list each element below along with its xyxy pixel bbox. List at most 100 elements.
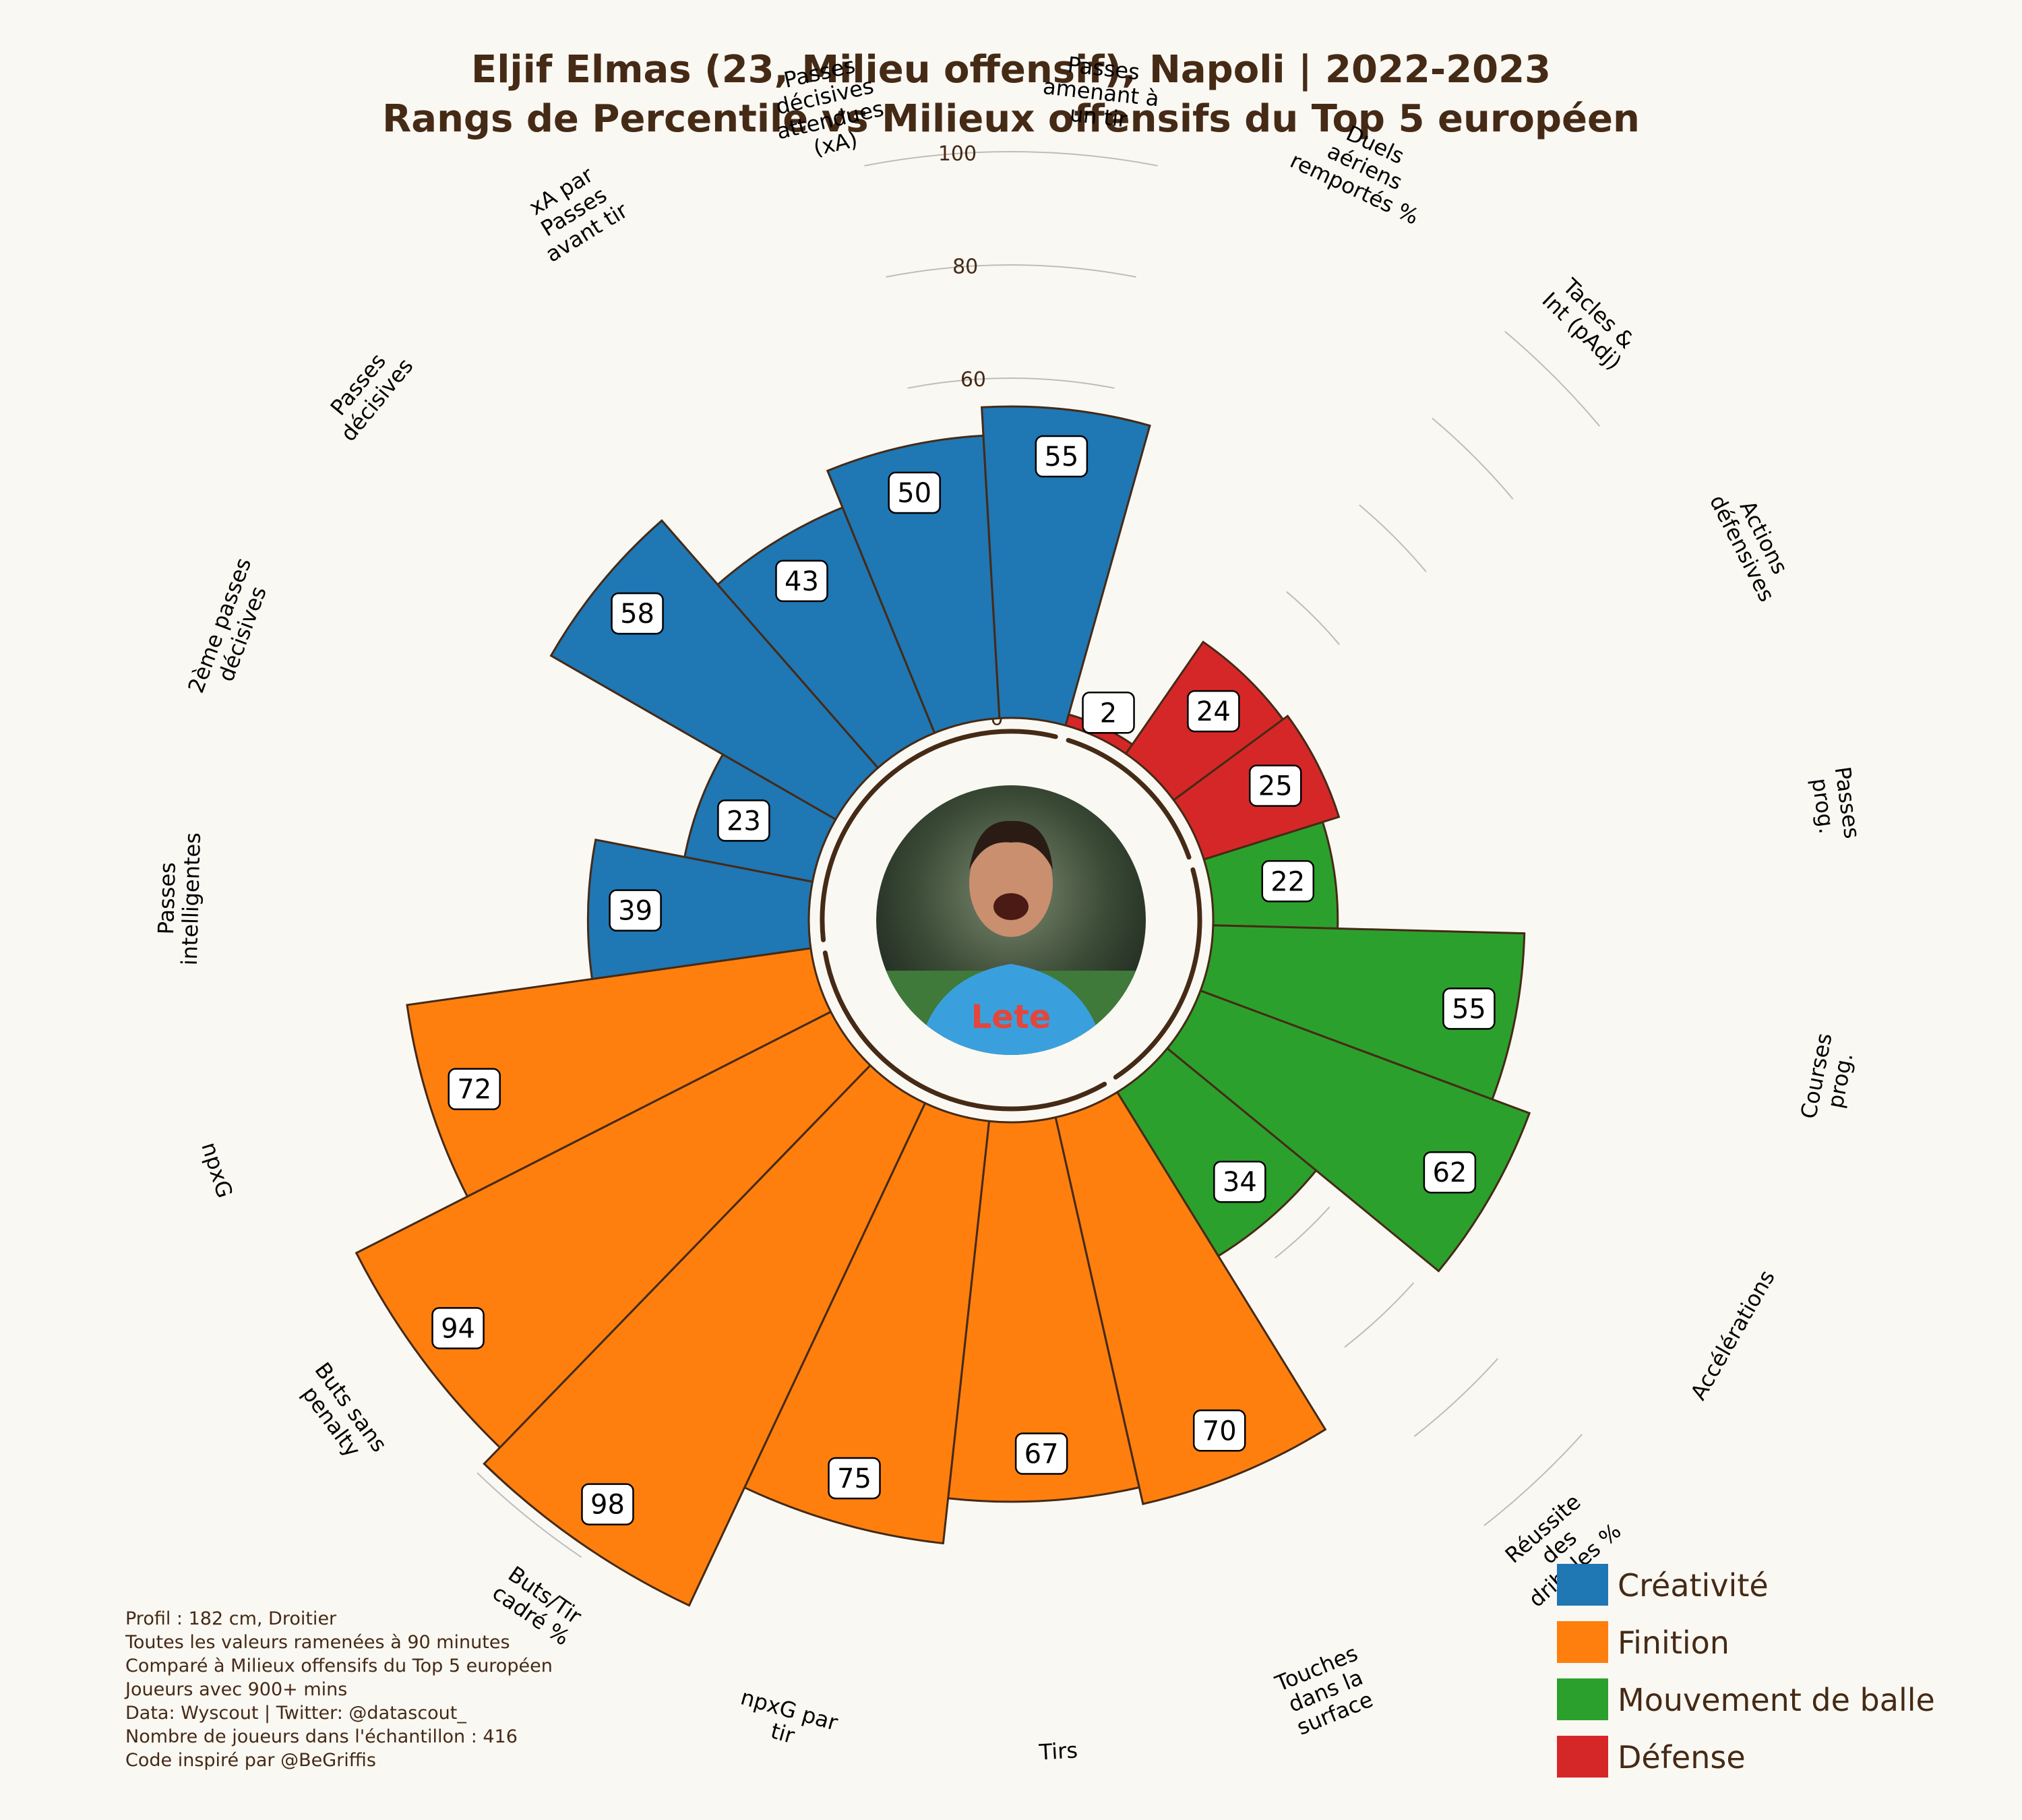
legend: Créativité Finition Mouvement de balle Défe… [1557, 1564, 1935, 1778]
value-label-16: 2 [1082, 692, 1135, 734]
svg-text:Lete: Lete [971, 998, 1051, 1036]
group-arcs [820, 729, 1202, 1112]
value-label-4: 70 [1192, 1409, 1246, 1452]
svg-text:72: 72 [457, 1074, 491, 1105]
radial-tick-label: 60 [960, 368, 986, 392]
grid-arc-lower-right [1483, 1434, 1583, 1527]
legend-swatch [1557, 1678, 1608, 1720]
footer-line: Profil : 182 cm, Droitier [125, 1608, 337, 1629]
value-label-8: 94 [431, 1307, 485, 1349]
bar-15 [981, 405, 1151, 727]
bar-13 [716, 506, 936, 770]
category-label-17: Tacles &Int (pAdj) [1537, 273, 1640, 375]
svg-text:62: 62 [1432, 1157, 1467, 1188]
value-label-14: 50 [888, 471, 941, 514]
bar-1 [1199, 924, 1526, 1101]
bar-9 [406, 947, 832, 1199]
legend-label: Créativité [1618, 1567, 1769, 1604]
bar-3 [1115, 1047, 1318, 1258]
svg-text:43: 43 [785, 566, 819, 597]
svg-text:24: 24 [1196, 696, 1231, 727]
category-label-5: Tirs [1038, 1737, 1078, 1765]
footer-line: Comparé à Milieux offensifs du Top 5 eur… [125, 1656, 553, 1676]
legend-label: Défense [1618, 1739, 1746, 1776]
bar-8 [355, 1010, 872, 1449]
svg-text:98: 98 [590, 1490, 625, 1521]
svg-text:Accélérations: Accélérations [1686, 1266, 1780, 1405]
svg-text:50: 50 [897, 478, 931, 509]
bar-6 [743, 1101, 991, 1545]
bar-4 [1054, 1091, 1327, 1505]
value-label-3: 34 [1213, 1160, 1266, 1203]
radial-tick-label: 80 [952, 255, 978, 278]
grid-arc-right [1359, 504, 1427, 572]
category-label-2: Accélérations [1686, 1266, 1780, 1405]
group-arc [820, 729, 1058, 942]
svg-text:34: 34 [1223, 1167, 1257, 1198]
footer-line: Nombre de joueurs dans l'échantillon : 4… [125, 1726, 518, 1747]
value-label-5: 67 [1014, 1432, 1068, 1475]
legend-label: Mouvement de balle [1618, 1682, 1935, 1718]
svg-text:55: 55 [1452, 994, 1486, 1025]
svg-text:npxG: npxG [196, 1139, 238, 1201]
svg-text:58: 58 [620, 599, 654, 630]
grid-arc-lower-right [1344, 1282, 1415, 1348]
chart-title-line1: Eljif Elmas (23, Milieu offensif), Napol… [471, 48, 1551, 92]
value-label-1: 55 [1442, 988, 1496, 1030]
svg-text:67: 67 [1024, 1439, 1059, 1470]
value-label-9: 72 [448, 1068, 501, 1110]
svg-text:un tir: un tir [1068, 100, 1129, 132]
legend-swatch [1557, 1736, 1608, 1778]
value-label-7: 98 [581, 1483, 634, 1525]
value-label-11: 23 [717, 799, 770, 842]
grid-arc-right [1286, 591, 1340, 645]
value-label-17: 24 [1187, 690, 1240, 733]
grid-arc-top [864, 150, 1158, 166]
footer-line: Data: Wyscout | Twitter: @datascout_ [125, 1703, 466, 1724]
bar-2 [1165, 989, 1531, 1273]
bar-10 [586, 839, 814, 980]
player-photo: Lete [876, 785, 1146, 1055]
svg-text:39: 39 [618, 896, 652, 927]
grid-arc-lower-right [1413, 1358, 1499, 1437]
legend-label: Finition [1618, 1625, 1729, 1661]
legend-swatch [1557, 1564, 1608, 1606]
bar-7 [483, 1064, 927, 1607]
svg-text:intelligentes: intelligentes [177, 832, 206, 966]
value-labels: 22 55 62 34 70 67 75 98 94 72 39 23 58 43 50 55 2 24 25 [431, 435, 1496, 1525]
svg-text:23: 23 [727, 806, 761, 837]
svg-text:22: 22 [1270, 866, 1305, 897]
radial-tick-label: 100 [938, 142, 977, 166]
group-arc [1066, 737, 1192, 860]
footer-line: Code inspiré par @BeGriffis [125, 1750, 376, 1771]
svg-text:Passes: Passes [153, 862, 181, 935]
svg-text:tir: tir [768, 1718, 797, 1749]
group-arc [1113, 867, 1202, 1080]
svg-text:94: 94 [441, 1313, 475, 1344]
svg-text:55: 55 [1044, 442, 1078, 473]
svg-text:70: 70 [1202, 1416, 1237, 1447]
footer-line: Joueurs avec 900+ mins [124, 1679, 347, 1700]
bar-5 [947, 1116, 1140, 1503]
value-label-10: 39 [609, 889, 662, 932]
legend-swatch [1557, 1621, 1608, 1663]
value-label-12: 58 [611, 592, 664, 635]
grid-arc-lower-right [1274, 1206, 1330, 1258]
svg-text:2: 2 [1100, 698, 1117, 729]
category-label-9: npxG [196, 1139, 238, 1201]
grid-arc-top [907, 377, 1115, 389]
svg-text:25: 25 [1258, 771, 1293, 802]
value-label-18: 25 [1248, 764, 1302, 807]
value-label-0: 22 [1261, 860, 1315, 903]
